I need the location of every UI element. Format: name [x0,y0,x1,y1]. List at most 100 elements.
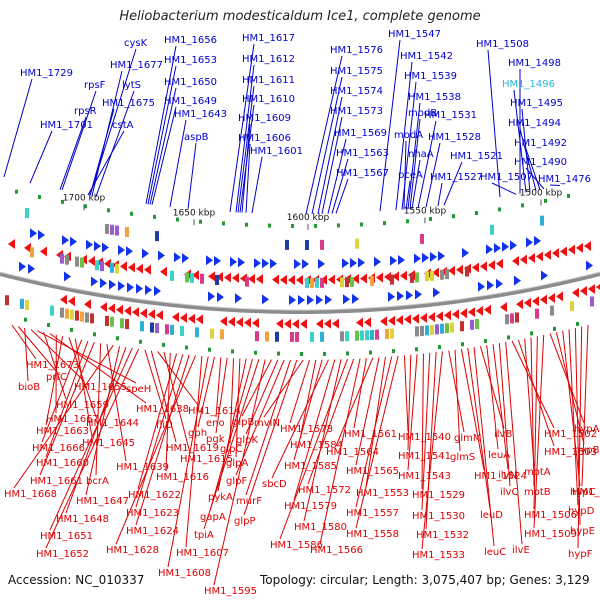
cog-block [105,315,109,326]
bottom-callout [293,359,323,461]
reverse-gene-arrow [380,316,387,327]
top-callout [145,45,177,205]
bottom-callout [421,352,431,511]
cog-block [390,274,394,285]
bottom-gene-label: HM1_1572 [298,485,351,496]
bottom-gene-label: HM1_1553 [356,488,409,499]
marker [346,351,349,356]
bottom-callout [454,349,461,452]
bottom-gene-label: leuC [484,547,506,558]
cog-block [115,225,119,236]
bottom-gene-label: hypA [574,424,600,435]
bottom-gene-label: HM1_1607 [176,548,229,559]
bottom-gene-label: HM1_1533 [412,550,465,561]
reverse-gene-arrow [552,248,559,259]
bottom-gene-label: glpC [220,444,242,455]
bottom-gene-label: HM1_1502 [544,429,597,440]
top-gene-label: HM1_1643 [174,109,227,120]
bottom-gene-label: glpK [236,435,258,446]
bottom-gene-label: HM1_1655 [74,382,127,393]
cog-block [80,257,84,268]
bottom-callout [271,359,329,479]
bottom-gene-label: HM1_1506 [524,510,577,521]
marker [484,339,487,344]
bottom-callout [45,340,89,458]
top-gene-label: HM1_1528 [428,132,481,143]
reverse-gene-arrow [208,271,215,282]
reverse-gene-arrow [236,317,243,328]
cog-block [475,319,479,330]
forward-gene-arrow [30,228,37,239]
bottom-callout [293,359,336,501]
top-callout [29,130,53,184]
reverse-gene-arrow [300,319,307,329]
bottom-callout [407,354,418,471]
forward-gene-arrow [494,243,501,254]
top-callout [3,78,33,178]
cog-block [25,300,29,311]
forward-gene-arrow [486,244,493,255]
forward-gene-arrow [496,278,503,289]
bottom-gene-label: HM1_1541 [398,451,451,462]
marker [107,208,110,213]
reverse-gene-arrow [296,274,303,285]
marker [277,351,280,356]
top-gene-label: HM1_1729 [20,68,73,79]
cog-block [430,324,434,335]
reverse-gene-arrow [328,274,335,285]
bottom-callout [165,352,171,472]
marker [475,211,478,216]
reverse-gene-arrow [548,293,555,304]
cog-block [445,323,449,334]
bottom-callout [505,342,523,545]
bottom-callout [479,346,505,429]
marker [61,199,64,204]
bottom-callout [235,358,241,458]
top-callout [487,49,501,198]
marker [291,223,294,228]
bottom-callout [524,338,535,467]
bottom-gene-label: glpA [226,458,248,469]
forward-gene-arrow [145,284,152,295]
cog-block [190,272,194,283]
top-gene-label: HM1_1610 [242,94,295,105]
reverse-gene-arrow [496,258,503,269]
reverse-gene-arrow [40,246,47,257]
cog-block [155,231,159,242]
bottom-gene-label: prfC [46,372,67,383]
cog-block [95,260,99,271]
feature-tracks [5,189,600,356]
reverse-gene-arrow [544,249,551,260]
reverse-gene-arrow [188,313,195,324]
reverse-gene-arrow [332,318,339,329]
bottom-callout [355,357,380,466]
bottom-gene-label: HM1_1586 [270,540,323,551]
forward-gene-arrow [302,258,309,269]
bottom-gene-label: glpB [232,417,254,428]
cog-block [370,275,374,286]
cog-block [310,331,314,342]
top-gene-label: HM1_1547 [388,29,441,40]
bottom-callout [245,359,291,496]
cog-block [60,253,64,264]
bottom-callout [355,355,399,529]
forward-gene-arrow [230,256,237,267]
top-gene-label: HM1_1606 [238,133,291,144]
marker [162,342,165,347]
reverse-gene-arrow [228,316,235,327]
forward-gene-arrow [126,246,133,257]
marker [70,327,73,332]
bottom-gene-label: glmM [454,433,482,444]
reverse-gene-arrow [460,308,467,319]
marker [567,193,570,198]
bottom-gene-label: HM1_1543 [398,471,451,482]
bottom-callout [43,332,67,400]
bottom-callout [448,350,465,433]
top-gene-label: cstA [112,120,134,131]
reverse-gene-arrow [144,264,151,275]
forward-gene-arrow [352,293,359,304]
reverse-gene-arrow [180,312,187,323]
top-gene-label: modB [408,108,437,119]
reverse-gene-arrow [532,296,539,307]
bottom-gene-label: HM1_1584 [290,440,343,451]
